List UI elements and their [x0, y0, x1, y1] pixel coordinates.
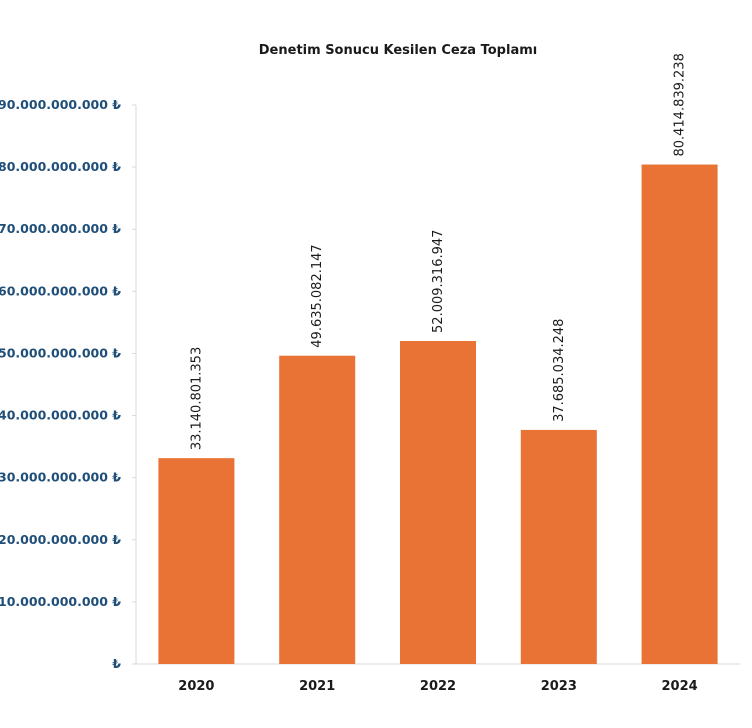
bar-2022 — [400, 340, 476, 664]
x-axis-ticks: 2020 2021 2022 2023 2024 — [178, 679, 697, 694]
x-tick-label: 2022 — [420, 679, 456, 694]
y-tick-label: 70.000.000.000 ₺ — [0, 221, 121, 236]
y-tick-label: 10.000.000.000 ₺ — [0, 594, 121, 609]
bar-2021 — [279, 355, 356, 664]
data-label-2020: 33.140.801.353 — [189, 347, 204, 450]
y-tick-label: 40.000.000.000 ₺ — [0, 408, 121, 423]
data-label-2022: 52.009.316.947 — [431, 230, 446, 333]
y-tick-label: ₺ — [112, 656, 121, 671]
y-tick-label: 80.000.000.000 ₺ — [0, 159, 121, 174]
y-tick-label: 50.000.000.000 ₺ — [0, 345, 121, 360]
data-label-2021: 49.635.082.147 — [310, 244, 325, 347]
x-tick-label: 2023 — [541, 679, 577, 694]
data-label-2024: 80.414.839.238 — [673, 53, 688, 156]
x-tick-label: 2020 — [178, 679, 214, 694]
chart-title: Denetim Sonucu Kesilen Ceza Toplamı — [259, 43, 537, 58]
y-tick-label: 20.000.000.000 ₺ — [0, 532, 121, 547]
x-tick-label: 2024 — [662, 679, 698, 694]
bar-2024 — [641, 164, 718, 665]
bars-group — [158, 164, 718, 665]
y-tick-label: 60.000.000.000 ₺ — [0, 283, 121, 298]
bar-2023 — [520, 429, 597, 664]
data-labels-group: 33.140.801.353 49.635.082.147 52.009.316.9… — [189, 53, 687, 450]
y-tick-label: 90.000.000.000 ₺ — [0, 97, 121, 112]
data-label-2023: 37.685.034.248 — [552, 319, 567, 422]
y-axis-ticks: ₺ 10.000.000.000 ₺ 20.000.000.000 ₺ 30.000.… — [0, 97, 136, 671]
x-tick-label: 2021 — [299, 679, 335, 694]
y-tick-label: 30.000.000.000 ₺ — [0, 470, 121, 485]
bar-2020 — [158, 458, 235, 664]
